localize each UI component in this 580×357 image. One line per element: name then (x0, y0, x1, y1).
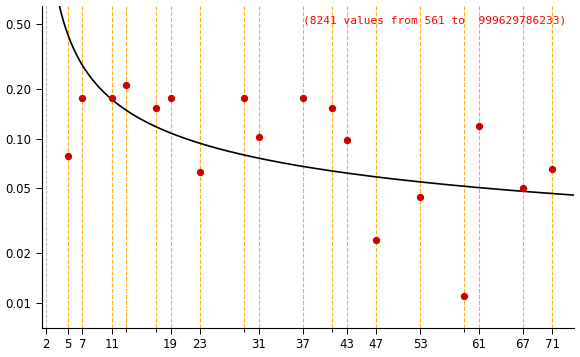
Point (519, 185, 528, 191)
Point (254, 134, 263, 140)
Point (166, 95, 175, 101)
Point (63, 154, 72, 159)
Point (298, 95, 307, 101)
Point (416, 194, 425, 200)
Point (459, 293, 469, 299)
Point (240, 95, 249, 101)
Point (107, 95, 117, 101)
Point (474, 123, 484, 129)
Point (122, 82, 131, 88)
Point (78, 95, 87, 101)
Point (342, 137, 351, 143)
Text: (8241 values from 561 to  999629786233): (8241 values from 561 to 999629786233) (303, 15, 567, 25)
Point (151, 105, 161, 110)
Point (195, 169, 205, 175)
Point (372, 237, 381, 243)
Point (548, 167, 557, 172)
Point (328, 105, 337, 110)
